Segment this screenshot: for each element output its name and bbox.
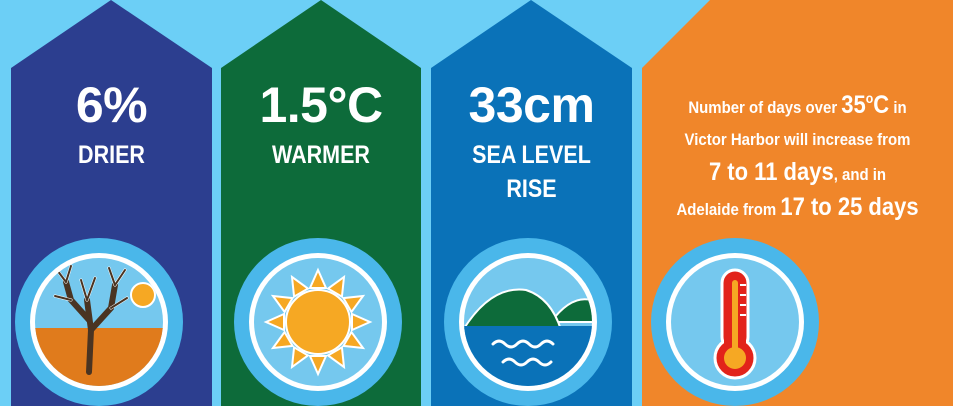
panel-hot-days: Number of days over 35oC in Victor Harbo…	[642, 0, 953, 406]
warmer-label: WARMER	[272, 141, 370, 169]
hot-days-line1: Number of days over 35oC in	[688, 90, 907, 119]
hot-days-text: Number of days over 35oC in Victor Harbo…	[661, 82, 935, 226]
panel-sea-level: 33cm SEA LEVEL RISE	[431, 0, 632, 406]
thermometer-icon	[651, 238, 819, 406]
sea-value: 33cm	[468, 77, 595, 133]
hot-days-line4: Adelaide from 17 to 25 days	[676, 193, 919, 221]
drier-label: DRIER	[78, 141, 145, 169]
hot-days-line2: Victor Harbor will increase from	[684, 130, 911, 149]
sun-icon	[234, 238, 402, 406]
dry-tree-icon	[15, 238, 183, 406]
warmer-value: 1.5°C	[259, 77, 383, 133]
hot-days-line3: 7 to 11 days, and in	[708, 158, 887, 186]
sea-island-icon	[444, 238, 612, 406]
panel-drier: 6% DRIER	[11, 0, 212, 406]
drier-value: 6%	[75, 77, 148, 133]
sea-label-line2: RISE	[506, 175, 557, 203]
panel-warmer: 1.5°C WARMER	[221, 0, 421, 406]
sea-label-line1: SEA LEVEL	[472, 141, 591, 169]
